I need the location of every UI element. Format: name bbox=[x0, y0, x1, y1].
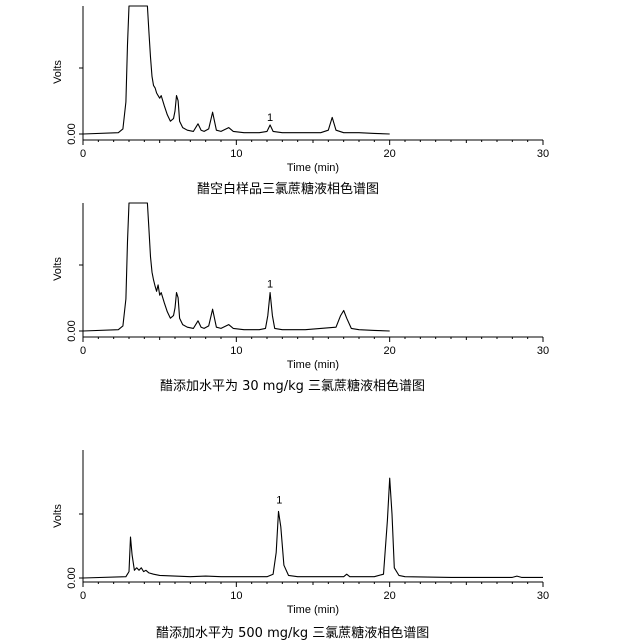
x-tick-label: 0 bbox=[80, 148, 86, 160]
x-tick-label: 30 bbox=[537, 148, 549, 160]
x-tick-label: 10 bbox=[230, 345, 242, 357]
y-tick-label: 0.00 bbox=[66, 320, 78, 341]
series-trace bbox=[82, 5, 390, 135]
x-tick-label: 30 bbox=[537, 345, 549, 357]
panel-caption-500mgkg: 醋添加水平为 500 mg/kg 三氯蔗糖液相色谱图 bbox=[156, 626, 430, 641]
x-tick-label: 10 bbox=[230, 590, 242, 602]
peak-label: 1 bbox=[267, 278, 273, 290]
x-tick-label: 20 bbox=[384, 590, 396, 602]
y-axis-label: Volts bbox=[52, 257, 64, 281]
x-tick-label: 30 bbox=[537, 590, 549, 602]
peak-label: 1 bbox=[267, 112, 273, 124]
y-tick-label: 0.00 bbox=[66, 123, 78, 144]
x-tick-label: 0 bbox=[80, 345, 86, 357]
x-tick-label: 20 bbox=[384, 148, 396, 160]
y-tick-label: 0.00 bbox=[66, 567, 78, 588]
chromatogram-panel-30mgkg: 0.00 Volts 0 10 20 30 Time (min) 1 bbox=[52, 202, 549, 371]
chromatogram-panel-500mgkg: 0.00 Volts 0 10 20 30 Time (min) 1 bbox=[52, 450, 549, 616]
y-axis-label: Volts bbox=[52, 60, 64, 84]
series-trace bbox=[82, 202, 390, 332]
y-axis-label: Volts bbox=[52, 504, 64, 528]
peak-label: 1 bbox=[276, 495, 282, 507]
panel-caption-30mgkg: 醋添加水平为 30 mg/kg 三氯蔗糖液相色谱图 bbox=[160, 379, 426, 394]
x-tick-label: 20 bbox=[384, 345, 396, 357]
x-tick-label: 0 bbox=[80, 590, 86, 602]
chromatogram-panel-blank: 0.00 Volts 0 10 20 30 Time (min) 1 bbox=[52, 5, 549, 174]
x-axis-label: Time (min) bbox=[287, 604, 339, 616]
x-axis-label: Time (min) bbox=[287, 162, 339, 174]
panel-caption-blank: 醋空白样品三氯蔗糖液相色谱图 bbox=[197, 182, 380, 197]
x-tick-label: 10 bbox=[230, 148, 242, 160]
x-axis-label: Time (min) bbox=[287, 359, 339, 371]
series-trace bbox=[82, 477, 543, 579]
